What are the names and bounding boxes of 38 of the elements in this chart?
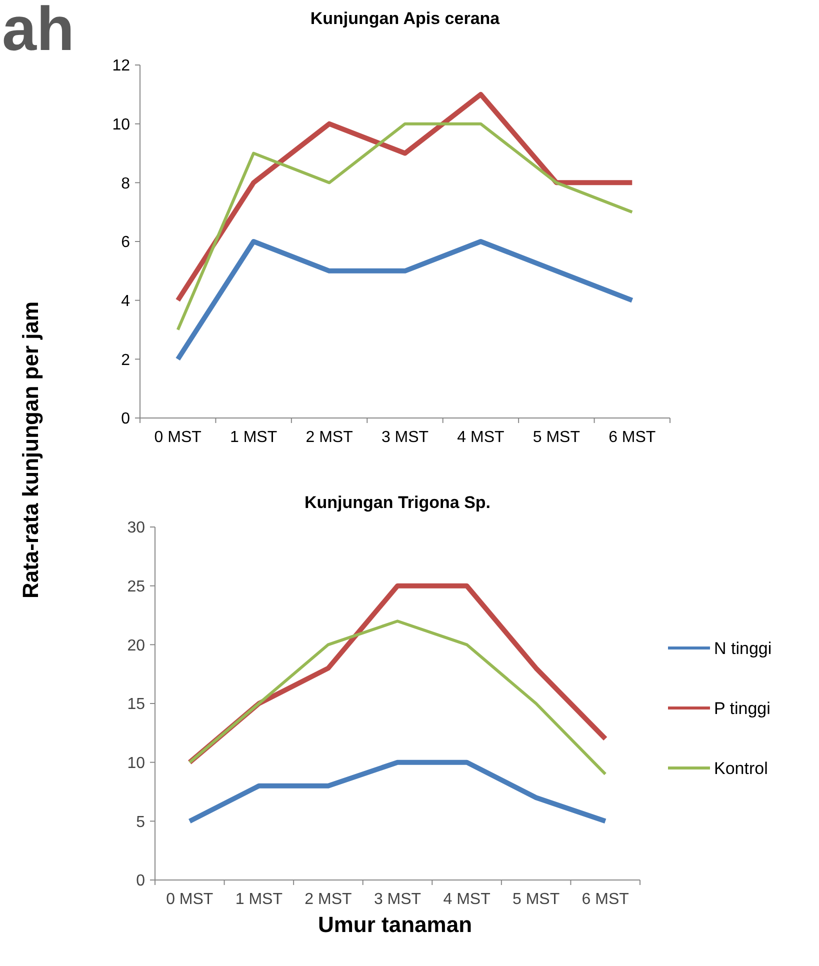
x-tick-label: 4 MST	[443, 891, 491, 908]
y-tick-label: 10	[127, 754, 146, 772]
x-tick-label: 5 MST	[532, 429, 580, 446]
x-tick-label: 1 MST	[230, 429, 278, 446]
y-tick-label: 4	[121, 292, 130, 310]
x-tick-label: 3 MST	[374, 891, 422, 908]
y-tick-label: 5	[136, 814, 146, 831]
y-tick-label: 2	[121, 352, 130, 369]
legend-label: P tinggi	[714, 698, 770, 718]
legend-label: N tinggi	[714, 638, 772, 658]
y-tick-label: 10	[112, 116, 130, 134]
x-tick-label: 0 MST	[154, 429, 202, 446]
y-tick-label: 0	[136, 872, 146, 890]
x-tick-label: 2 MST	[306, 429, 354, 446]
y-tick-label: 20	[127, 637, 146, 654]
x-tick-label: 3 MST	[381, 429, 429, 446]
y-tick-label: 30	[127, 520, 146, 537]
y-tick-label: 0	[121, 410, 130, 428]
x-tick-label: 0 MST	[166, 891, 214, 908]
legend-label: Kontrol	[714, 758, 768, 778]
x-tick-label: 2 MST	[304, 891, 352, 908]
line-series	[176, 122, 634, 332]
chart-title: Kunjungan Trigona Sp.	[304, 493, 491, 512]
x-tick-label: 1 MST	[235, 891, 283, 908]
text: ah	[2, 0, 74, 64]
line-series	[188, 620, 607, 776]
y-tick-label: 25	[127, 578, 146, 596]
x-tick-label: 4 MST	[457, 429, 504, 446]
y-tick-label: 15	[127, 696, 146, 714]
y-tick-label: 8	[121, 175, 130, 192]
x-tick-label: 6 MST	[582, 891, 630, 908]
x-axis-title: Umur tanaman	[318, 912, 472, 937]
x-tick-label: 6 MST	[608, 429, 656, 446]
y-tick-label: 6	[121, 234, 130, 252]
x-tick-label: 5 MST	[512, 891, 560, 908]
y-axis-title: Rata-rata kunjungan per jam	[18, 301, 43, 599]
y-tick-label: 12	[112, 58, 130, 75]
chart-title: Kunjungan Apis cerana	[310, 9, 500, 28]
